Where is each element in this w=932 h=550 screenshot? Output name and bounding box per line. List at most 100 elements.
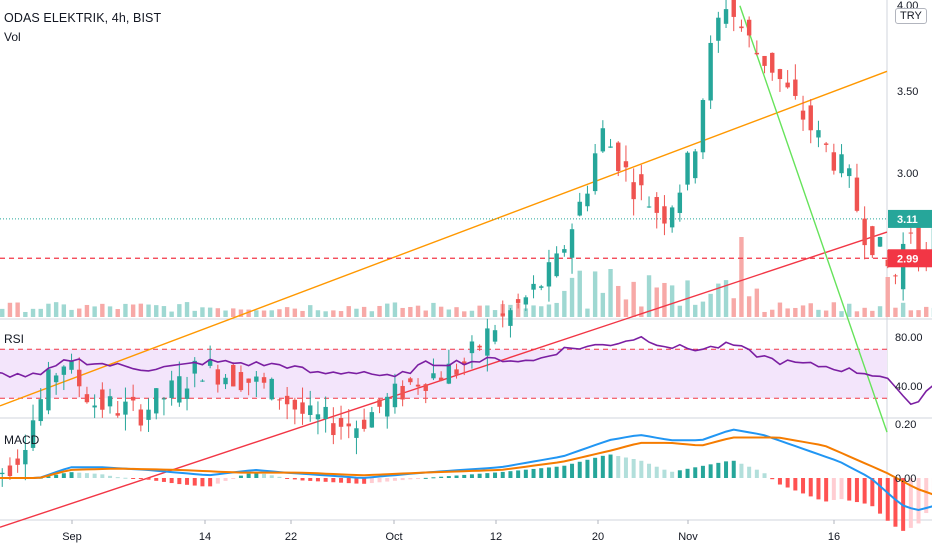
volume-bar	[77, 308, 82, 317]
signal-line	[0, 436, 932, 496]
candle-body	[77, 369, 82, 387]
macd-histogram-bar	[439, 476, 444, 478]
volume-bar	[585, 308, 590, 317]
volume-bar	[361, 306, 367, 317]
volume-bar	[770, 309, 775, 317]
candle-body	[839, 154, 844, 174]
volume-bar	[107, 306, 113, 317]
rsi-tick-label: 40.00	[895, 381, 923, 393]
macd-histogram-bar	[300, 478, 305, 481]
macd-histogram-bar	[570, 463, 575, 478]
volume-bar	[623, 299, 629, 317]
volume-bar	[777, 302, 783, 317]
macd-histogram-bar	[108, 475, 113, 478]
currency-button[interactable]: TRY	[895, 8, 927, 24]
candle-body	[92, 405, 97, 408]
volume-bar	[154, 305, 159, 317]
volume-bar	[531, 305, 536, 317]
macd-label: MACD	[4, 433, 40, 447]
volume-bar	[277, 309, 282, 317]
macd-histogram-bar	[539, 468, 544, 478]
macd-histogram-bar	[46, 476, 51, 478]
volume-bar	[392, 302, 398, 317]
macd-tick-label: 0.20	[895, 419, 916, 431]
macd-histogram-bar	[731, 460, 736, 478]
candle-body	[392, 383, 398, 408]
volume-bar	[477, 305, 482, 317]
macd-histogram-bar	[362, 478, 367, 484]
trendline-orange	[0, 70, 888, 407]
macd-histogram-bar	[277, 476, 282, 478]
volume-bar	[284, 307, 290, 317]
volume-bars	[0, 237, 932, 317]
macd-histogram-bar	[762, 473, 767, 478]
volume-bar	[415, 305, 421, 317]
volume-bar	[600, 292, 606, 317]
macd-histogram-bar	[793, 478, 798, 491]
candle-body	[608, 146, 613, 148]
candle-body	[469, 341, 475, 354]
rsi-tick-label: 80.00	[895, 332, 923, 344]
candle-body	[462, 361, 467, 365]
macd-histogram-bar	[231, 478, 236, 479]
macd-histogram-bar	[385, 478, 390, 482]
macd-histogram-bar	[754, 469, 759, 478]
candle-body	[693, 151, 698, 179]
volume-bar	[338, 311, 344, 317]
macd-histogram-bar	[269, 475, 274, 478]
macd-histogram-bar	[77, 472, 82, 478]
candle-body	[539, 286, 544, 288]
volume-bar	[716, 283, 721, 317]
candle-body	[331, 423, 336, 436]
volume-bar	[546, 304, 552, 317]
candle-body	[816, 130, 821, 138]
candle-body	[731, 0, 736, 17]
macd-histogram-bar	[138, 478, 143, 479]
candle-body	[662, 206, 667, 224]
macd-histogram-bar	[785, 478, 790, 488]
candle-body	[277, 399, 282, 401]
volume-bar	[138, 303, 144, 317]
volume-bar	[831, 302, 837, 317]
candle-body	[408, 378, 413, 383]
candle-body	[223, 377, 228, 385]
volume-bar	[92, 306, 97, 317]
volume-bar	[539, 306, 544, 317]
candle-body	[431, 373, 436, 379]
macd-histogram-bar	[131, 478, 136, 479]
candle-body	[385, 396, 390, 417]
rsi-line	[0, 335, 932, 406]
volume-bar	[400, 307, 405, 317]
candle-body	[61, 366, 67, 375]
macd-histogram-bar	[862, 478, 867, 504]
candle-body	[616, 142, 621, 172]
macd-histogram-bar	[878, 478, 883, 514]
volume-bar	[569, 277, 575, 317]
level-price-badge	[888, 249, 932, 268]
candle-body	[823, 143, 829, 145]
macd-histogram-bar	[431, 477, 436, 479]
time-tick-label: Oct	[385, 531, 402, 543]
candle-body	[346, 423, 351, 427]
macd-histogram-bar	[801, 478, 806, 494]
macd-histogram-bar	[631, 458, 636, 478]
macd-histogram-bar	[292, 478, 297, 480]
macd-histogram-bar	[200, 478, 205, 487]
price-tick-label: 3.50	[897, 86, 918, 98]
macd-histogram-bar	[546, 467, 551, 478]
volume-bar	[184, 302, 190, 317]
candle-body	[623, 161, 629, 168]
candle-body	[885, 259, 890, 267]
candle-body	[677, 192, 683, 213]
volume-bar	[900, 302, 906, 317]
volume-bar	[177, 304, 182, 317]
macd-histogram-bar	[662, 469, 667, 478]
volume-bar	[677, 305, 683, 317]
volume-bar	[839, 311, 844, 317]
macd-histogram-bar	[416, 478, 421, 479]
candle-body	[308, 405, 313, 415]
volume-bar	[847, 303, 852, 317]
volume-bar	[893, 307, 898, 317]
macd-histogram-bar	[454, 475, 459, 478]
